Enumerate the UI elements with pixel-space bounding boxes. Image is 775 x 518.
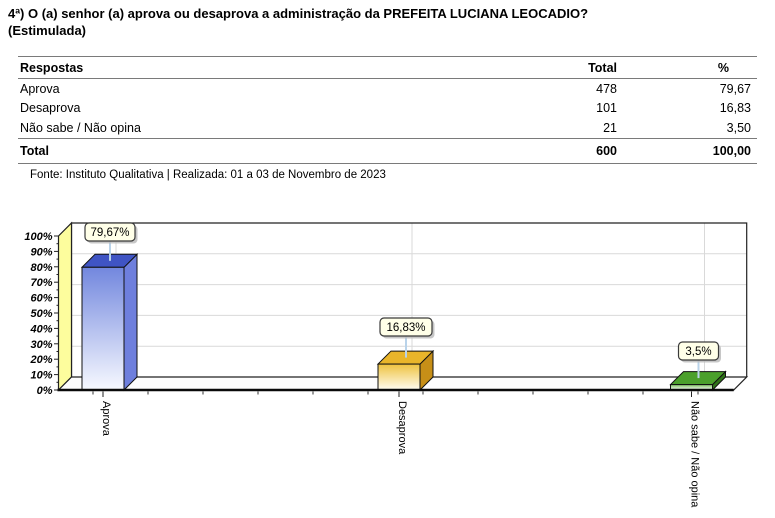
row-total: 101 bbox=[596, 101, 617, 116]
total-value: 600 bbox=[513, 137, 623, 164]
data-label-desaprova: 16,83% bbox=[386, 322, 425, 334]
table-row-nao-sabe: Não sabe / Não opina 21 3,50 bbox=[18, 118, 757, 138]
y-axis-label: 30% bbox=[30, 339, 52, 351]
data-label-callout-aprova bbox=[84, 222, 136, 242]
data-label-nao-sabe-nao-opina: 3,5% bbox=[685, 346, 711, 358]
table-row-desaprova: Desaprova 101 16,83 bbox=[18, 99, 757, 119]
question-text: 4ª) O (a) senhor (a) aprova ou desaprova… bbox=[8, 6, 589, 21]
total-percent: 100,00 bbox=[623, 137, 757, 164]
y-axis-label: 20% bbox=[29, 354, 52, 366]
row-label: Não sabe / Não opina bbox=[20, 120, 141, 135]
x-category-label-aprova: Aprova bbox=[100, 401, 112, 437]
y-axis-label: 60% bbox=[30, 293, 52, 305]
header-percent: % bbox=[623, 56, 757, 79]
bar-side-aprova bbox=[123, 253, 138, 392]
y-axis-label: 80% bbox=[30, 262, 52, 274]
header-total: Total bbox=[513, 56, 623, 79]
approval-bar-chart: 0% 10% 20% 30% 40% 50% 60% 70% 80% 90% 100% Aprova D… bbox=[15, 210, 765, 512]
row-label: Desaprova bbox=[20, 101, 81, 116]
y-axis-label: 10% bbox=[30, 370, 52, 382]
data-label-aprova: 79,67% bbox=[90, 227, 129, 239]
x-category-label-desaprova: Desaprova bbox=[396, 401, 408, 455]
row-total: 478 bbox=[596, 81, 617, 96]
y-axis-label: 40% bbox=[29, 323, 52, 335]
page-title: 4ª) O (a) senhor (a) aprova ou desaprova… bbox=[8, 5, 756, 39]
data-label-callout-desaprova bbox=[379, 317, 433, 337]
row-total: 21 bbox=[603, 120, 617, 135]
bar-chart-canvas: 0% 10% 20% 30% 40% 50% 60% 70% 80% 90% 100% Aprova D… bbox=[24, 221, 749, 508]
table-total-row: Total 600 100,00 bbox=[18, 137, 757, 164]
row-percent: 16,83 bbox=[719, 101, 751, 116]
table-row-aprova: Aprova 478 79,67 bbox=[18, 79, 757, 99]
chart-left-wall bbox=[57, 221, 73, 392]
row-percent: 79,67 bbox=[719, 81, 751, 96]
source-note: Fonte: Instituto Qualitativa | Realizada… bbox=[30, 169, 386, 181]
bar-aprova bbox=[81, 266, 125, 391]
bar-desaprova bbox=[377, 363, 421, 391]
y-axis-label: 90% bbox=[30, 246, 52, 258]
total-label: Total bbox=[18, 137, 513, 164]
question-mode: (Estimulada) bbox=[8, 23, 87, 38]
y-axis-label: 100% bbox=[24, 231, 52, 243]
y-axis-label: 70% bbox=[30, 277, 52, 289]
y-axis-label: 0% bbox=[37, 385, 53, 397]
data-label-callout-nao-sabe-nao-opina bbox=[677, 341, 720, 361]
results-table: Respostas Total % Aprova 478 79,67 Desap… bbox=[18, 56, 757, 164]
row-label: Aprova bbox=[20, 81, 60, 96]
header-respostas: Respostas bbox=[18, 56, 513, 79]
row-percent: 3,50 bbox=[726, 120, 751, 135]
table-header-row: Respostas Total % bbox=[18, 56, 757, 79]
y-axis-label: 50% bbox=[30, 308, 52, 320]
x-category-label-nao-sabe-nao-opina: Não sabe / Não opina bbox=[689, 401, 701, 508]
